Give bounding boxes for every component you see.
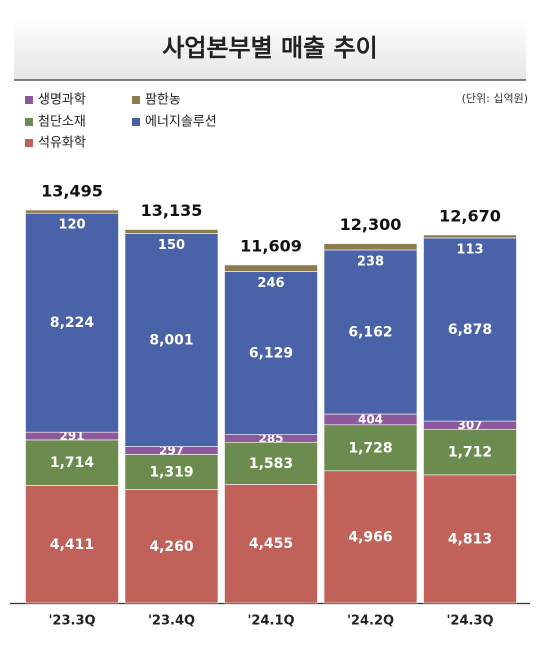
total-label: 12,300	[340, 215, 402, 234]
chart-title: 사업본부별 매출 추이	[162, 34, 377, 62]
bar-segment	[224, 484, 318, 604]
bar-segment	[25, 212, 119, 433]
total-label: 13,135	[141, 201, 203, 220]
value-label: 246	[257, 276, 284, 291]
value-label: 291	[59, 429, 84, 443]
legend-label: 석유화학	[38, 136, 86, 151]
value-label: 307	[457, 418, 482, 432]
bar-segment	[224, 264, 318, 272]
value-label: 6,129	[249, 346, 293, 362]
bar-segment	[124, 454, 219, 490]
x-tick-label: '23.4Q	[148, 614, 195, 629]
bar-segment	[423, 237, 517, 422]
value-label: 4,411	[50, 537, 94, 553]
legend-swatch	[25, 118, 33, 126]
total-label: 12,670	[439, 206, 501, 225]
legend-label: 생명과학	[38, 93, 86, 108]
bar-segment	[25, 439, 119, 486]
legend-swatch	[132, 118, 140, 126]
legend-swatch	[132, 96, 140, 104]
bar-segment	[124, 229, 219, 234]
value-label: 8,001	[149, 333, 193, 349]
value-label: 1,712	[448, 445, 492, 461]
unit-label: (단위: 십억원)	[462, 92, 528, 105]
legend-label: 에너지솔루션	[145, 115, 217, 130]
value-label: 4,455	[249, 536, 293, 552]
value-label: 8,224	[50, 315, 95, 331]
value-label: 120	[58, 218, 85, 233]
x-tick-label: '23.3Q	[48, 614, 95, 629]
bar-segment	[124, 233, 219, 447]
value-label: 4,813	[448, 531, 492, 547]
bar-segment	[224, 441, 318, 485]
bar-segment	[423, 234, 517, 239]
bar-segment	[323, 424, 418, 472]
bar-segment	[323, 249, 418, 415]
bar-segment	[423, 474, 517, 604]
legend-swatch	[25, 139, 33, 147]
value-label: 6,878	[448, 322, 492, 338]
value-label: 238	[357, 254, 384, 269]
value-label: 404	[358, 412, 383, 426]
header-box	[14, 18, 526, 80]
bar-segment	[25, 209, 119, 214]
value-label: 1,714	[50, 455, 95, 471]
bar-segment	[224, 271, 318, 435]
x-tick-label: '24.1Q	[247, 614, 294, 629]
x-tick-label: '24.3Q	[446, 614, 493, 629]
total-label: 13,495	[41, 182, 103, 201]
value-label: 1,728	[348, 440, 392, 456]
total-label: 11,609	[240, 236, 302, 255]
value-label: 1,583	[249, 456, 293, 472]
value-label: 113	[456, 242, 483, 257]
value-label: 6,162	[348, 324, 392, 340]
x-tick-label: '24.2Q	[347, 614, 394, 629]
bar-segment	[323, 470, 418, 604]
value-label: 1,319	[149, 465, 193, 481]
legend-swatch	[25, 96, 33, 104]
bar-segment	[323, 243, 418, 251]
bar-segment	[25, 485, 119, 604]
value-label: 4,966	[348, 529, 392, 545]
value-label: 4,260	[149, 539, 194, 555]
value-label: 150	[158, 238, 185, 253]
legend-label: 팜한농	[145, 93, 181, 108]
value-label: 297	[159, 443, 184, 457]
bar-segment	[124, 489, 219, 604]
legend-label: 첨단소재	[38, 115, 86, 130]
